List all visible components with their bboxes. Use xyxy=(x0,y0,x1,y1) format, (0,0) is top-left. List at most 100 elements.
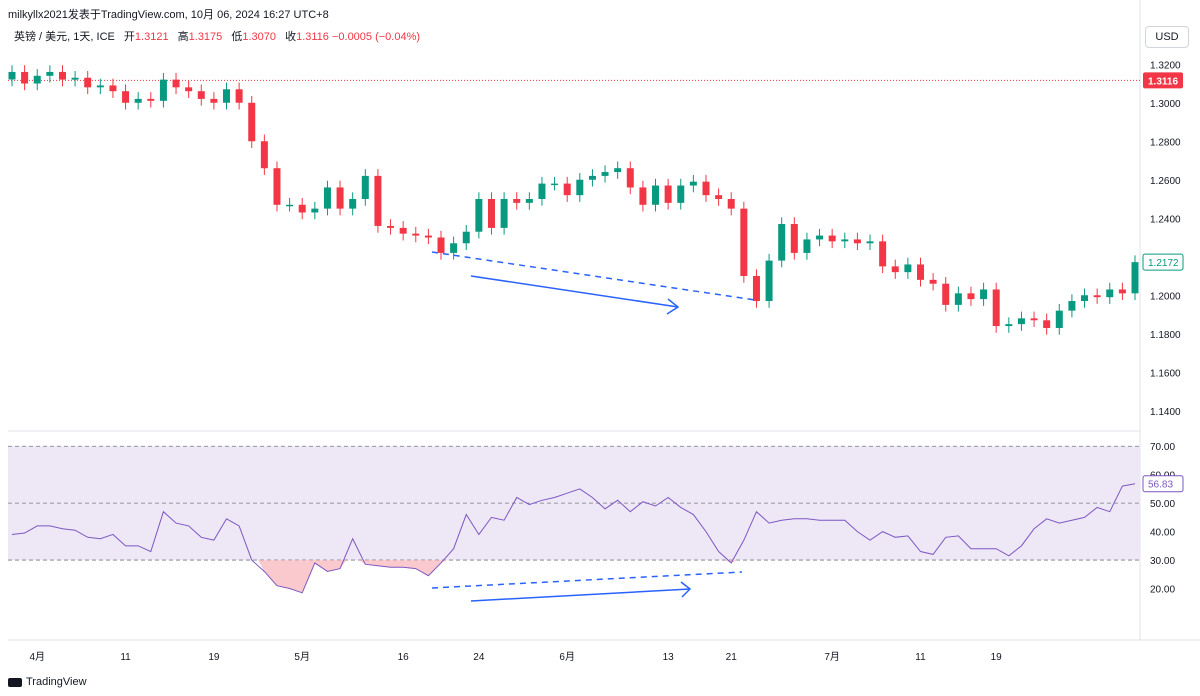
close-label: 收 xyxy=(285,31,297,43)
candle-body xyxy=(1106,289,1114,298)
candle-body xyxy=(84,77,92,88)
footer-brand: TradingView xyxy=(8,676,87,688)
candle-body xyxy=(765,260,773,302)
candle-body xyxy=(147,98,155,101)
time-tick-label: 7月 xyxy=(824,651,840,663)
price-tick-label: 1.2000 xyxy=(1150,291,1181,302)
candle-body xyxy=(210,98,218,103)
candle-body xyxy=(588,175,596,180)
candle-body xyxy=(1093,295,1101,298)
candle-body xyxy=(1017,318,1025,325)
candle-body xyxy=(677,185,685,203)
time-tick-label: 4月 xyxy=(29,651,45,663)
candle-body xyxy=(349,199,357,209)
candle-body xyxy=(954,293,962,305)
time-tick-label: 11 xyxy=(120,652,131,663)
candle-body xyxy=(702,181,710,196)
last-price-label: 1.3116 xyxy=(1148,76,1178,87)
time-tick-label: 19 xyxy=(208,652,220,663)
candle-body xyxy=(904,264,912,273)
candle-body xyxy=(500,199,508,228)
rsi-arrow-line xyxy=(470,588,691,602)
candle-body xyxy=(538,183,546,199)
low-value: 1.3070 xyxy=(242,31,277,43)
rsi-value-label: 56.83 xyxy=(1148,480,1173,491)
rsi-line xyxy=(11,483,1136,594)
close-value: 1.3116 xyxy=(296,31,329,43)
candle-body xyxy=(96,85,104,88)
current-price-tag xyxy=(1142,253,1184,271)
candle-body xyxy=(1043,320,1051,328)
price-tick-label: 1.1800 xyxy=(1150,330,1181,341)
candle-body xyxy=(803,239,811,253)
symbol-name[interactable]: 英镑 / 美元, 1天, ICE xyxy=(14,31,115,43)
candle-body xyxy=(437,237,445,253)
candle-body xyxy=(8,71,16,80)
candle-body xyxy=(475,199,483,232)
candle-body xyxy=(122,91,130,103)
time-tick-label: 19 xyxy=(991,652,1003,663)
rsi-band xyxy=(8,446,1140,561)
time-tick-label: 13 xyxy=(663,652,675,663)
price-trendline-dashed xyxy=(431,251,756,301)
rsi-oversold-fill xyxy=(724,560,738,563)
candle-body xyxy=(576,179,584,196)
candle-body xyxy=(109,85,117,92)
candle-body xyxy=(715,195,723,199)
candle-body xyxy=(980,289,988,300)
symbol-legend: 英镑 / 美元, 1天, ICE 开1.3121 高1.3175 低1.3070… xyxy=(14,28,420,44)
price-tick-label: 1.2600 xyxy=(1150,176,1181,187)
candle-body xyxy=(601,172,609,176)
candle-body xyxy=(71,77,79,80)
candle-body xyxy=(185,87,193,92)
time-tick-label: 11 xyxy=(915,652,926,663)
candle-body xyxy=(223,89,231,103)
price-tick-label: 1.2800 xyxy=(1150,137,1181,148)
candle-body xyxy=(992,289,1000,327)
rsi-tick-label: 20.00 xyxy=(1150,585,1175,596)
rsi-oversold-fill xyxy=(358,560,448,576)
candle-body xyxy=(33,75,41,84)
candle-body xyxy=(1055,310,1063,328)
candle-body xyxy=(929,279,937,284)
candle-body xyxy=(1131,262,1139,294)
candle-body xyxy=(1005,324,1013,327)
candle-body xyxy=(891,266,899,273)
rsi-oversold-fill xyxy=(258,560,347,593)
candle-body xyxy=(235,89,243,103)
candle-body xyxy=(323,187,331,209)
rsi-tick-label: 40.00 xyxy=(1150,528,1175,539)
candle-body xyxy=(626,168,634,188)
currency-button[interactable]: USD xyxy=(1145,26,1189,48)
candle-body xyxy=(336,187,344,209)
time-tick-label: 16 xyxy=(398,652,410,663)
candle-body xyxy=(525,199,533,203)
rsi-value-tag xyxy=(1142,475,1184,493)
time-tick-label: 21 xyxy=(726,652,738,663)
candle-body xyxy=(248,102,256,142)
candle-body xyxy=(1118,289,1126,294)
candle-body xyxy=(916,264,924,280)
candle-body xyxy=(841,239,849,242)
rsi-trendline-dashed xyxy=(431,571,743,589)
candle-body xyxy=(424,235,432,238)
price-tick-label: 1.1600 xyxy=(1150,368,1181,379)
low-label: 低 xyxy=(231,31,243,43)
candle-body xyxy=(664,185,672,203)
price-tick-label: 1.3000 xyxy=(1150,99,1181,110)
candle-body xyxy=(1081,295,1089,302)
candle-body xyxy=(563,183,571,196)
open-value: 1.3121 xyxy=(134,31,169,43)
candle-body xyxy=(866,241,874,244)
high-value: 1.3175 xyxy=(188,31,223,43)
candle-body xyxy=(853,239,861,244)
change-value: −0.0005 (−0.04%) xyxy=(331,31,421,43)
candle-body xyxy=(462,231,470,244)
candle-body xyxy=(689,181,697,186)
candle-body xyxy=(21,71,29,84)
tradingview-logo-icon xyxy=(8,677,22,687)
candle-body xyxy=(298,204,306,213)
candle-body xyxy=(58,71,66,80)
rsi-tick-label: 50.00 xyxy=(1150,499,1175,510)
